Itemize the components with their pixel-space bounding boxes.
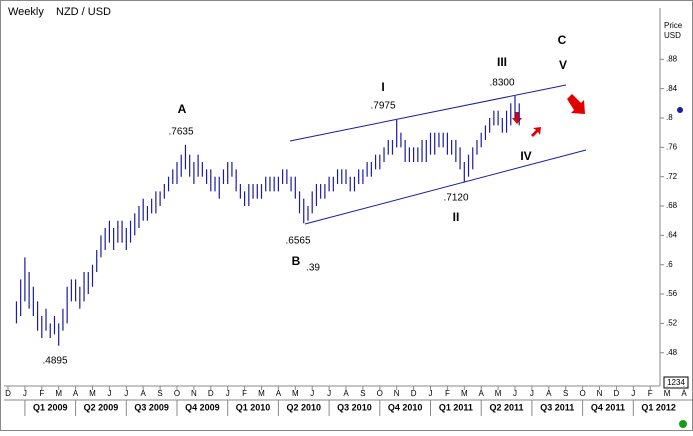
y-tick-label: .56 xyxy=(666,289,678,298)
month-label: M xyxy=(495,389,502,398)
month-label: O xyxy=(579,389,585,398)
annotation: I xyxy=(381,80,384,94)
month-label: J xyxy=(327,389,331,398)
month-label: D xyxy=(5,389,11,398)
annotation: III xyxy=(497,55,507,69)
y-tick-label: .68 xyxy=(666,201,678,210)
arrow-down-big xyxy=(567,94,585,114)
quarter-label: Q1 2012 xyxy=(641,402,676,412)
month-label: M xyxy=(461,389,468,398)
quarter-label: Q4 2011 xyxy=(591,402,625,412)
y-tick-label: .52 xyxy=(666,318,678,327)
price-box xyxy=(663,376,689,389)
y-tick-label: .8 xyxy=(666,113,673,122)
month-label: A xyxy=(343,389,349,398)
status-dot xyxy=(679,420,687,428)
y-tick-label: .6 xyxy=(666,260,673,269)
y-tick-label: .84 xyxy=(666,84,678,93)
y-tick-label: .88 xyxy=(666,54,678,63)
month-label: A xyxy=(681,389,687,398)
annotation: .7635 xyxy=(168,127,193,138)
quarter-label: Q2 2009 xyxy=(84,402,119,412)
month-label: M xyxy=(258,389,265,398)
month-label: J xyxy=(107,389,111,398)
month-label: J xyxy=(23,389,27,398)
last-price-marker xyxy=(677,107,683,113)
month-label: D xyxy=(208,389,214,398)
month-label: F xyxy=(445,389,450,398)
month-label: S xyxy=(360,389,365,398)
y-tick-label: .48 xyxy=(666,348,678,357)
month-label: J xyxy=(530,389,534,398)
month-label: A xyxy=(276,389,282,398)
quarter-label: Q2 2010 xyxy=(286,402,321,412)
month-label: D xyxy=(411,389,417,398)
month-label: J xyxy=(513,389,517,398)
month-label: S xyxy=(157,389,162,398)
annotation: B xyxy=(292,254,301,268)
quarter-label: Q1 2011 xyxy=(439,402,473,412)
month-label: J xyxy=(631,389,635,398)
quarter-label: Q1 2010 xyxy=(236,402,271,412)
month-label: M xyxy=(55,389,62,398)
month-label: J xyxy=(429,389,433,398)
annotation: C xyxy=(558,33,567,47)
month-label: F xyxy=(648,389,653,398)
annotation: IV xyxy=(520,149,531,163)
annotation: II xyxy=(453,210,460,224)
y-axis-label: Price xyxy=(664,21,683,30)
y-axis-unit: USD xyxy=(664,31,681,40)
y-tick-label: .76 xyxy=(666,142,678,151)
y-tick-label: .72 xyxy=(666,172,678,181)
month-label: A xyxy=(73,389,79,398)
month-label: F xyxy=(39,389,44,398)
month-label: J xyxy=(226,389,230,398)
month-label: S xyxy=(563,389,568,398)
arrow-up xyxy=(531,127,541,137)
month-label: N xyxy=(597,389,603,398)
month-label: J xyxy=(124,389,128,398)
chart-title: Weekly xyxy=(8,6,44,18)
quarter-label: Q1 2009 xyxy=(33,402,68,412)
annotation: A xyxy=(178,102,187,116)
quarter-label: Q4 2010 xyxy=(388,402,423,412)
month-label: D xyxy=(614,389,620,398)
annotation: .7975 xyxy=(370,101,395,112)
y-tick-label: .64 xyxy=(666,230,678,239)
quarter-label: Q4 2009 xyxy=(185,402,220,412)
quarter-label: Q3 2011 xyxy=(540,402,574,412)
symbol: NZD / USD xyxy=(56,6,111,18)
month-label: M xyxy=(89,389,96,398)
price-box-text: 1234 xyxy=(667,378,685,387)
month-label: M xyxy=(292,389,299,398)
trend-line-lower xyxy=(304,149,587,225)
month-label: O xyxy=(174,389,180,398)
month-label: M xyxy=(664,389,671,398)
quarter-label: Q2 2011 xyxy=(490,402,524,412)
month-label: N xyxy=(191,389,197,398)
month-label: O xyxy=(377,389,383,398)
trend-line-upper xyxy=(289,84,567,142)
annotation: V xyxy=(559,58,567,72)
month-label: A xyxy=(141,389,147,398)
annotation: .7120 xyxy=(443,193,468,204)
annotation: .8300 xyxy=(489,78,514,89)
annotation: .6565 xyxy=(285,236,310,247)
month-label: F xyxy=(242,389,247,398)
month-label: A xyxy=(546,389,552,398)
month-label: N xyxy=(394,389,400,398)
month-label: A xyxy=(479,389,485,398)
annotation: .4895 xyxy=(42,356,67,367)
annotation: .39 xyxy=(306,263,320,274)
quarter-label: Q3 2010 xyxy=(337,402,372,412)
month-label: J xyxy=(310,389,314,398)
quarter-label: Q3 2009 xyxy=(134,402,169,412)
